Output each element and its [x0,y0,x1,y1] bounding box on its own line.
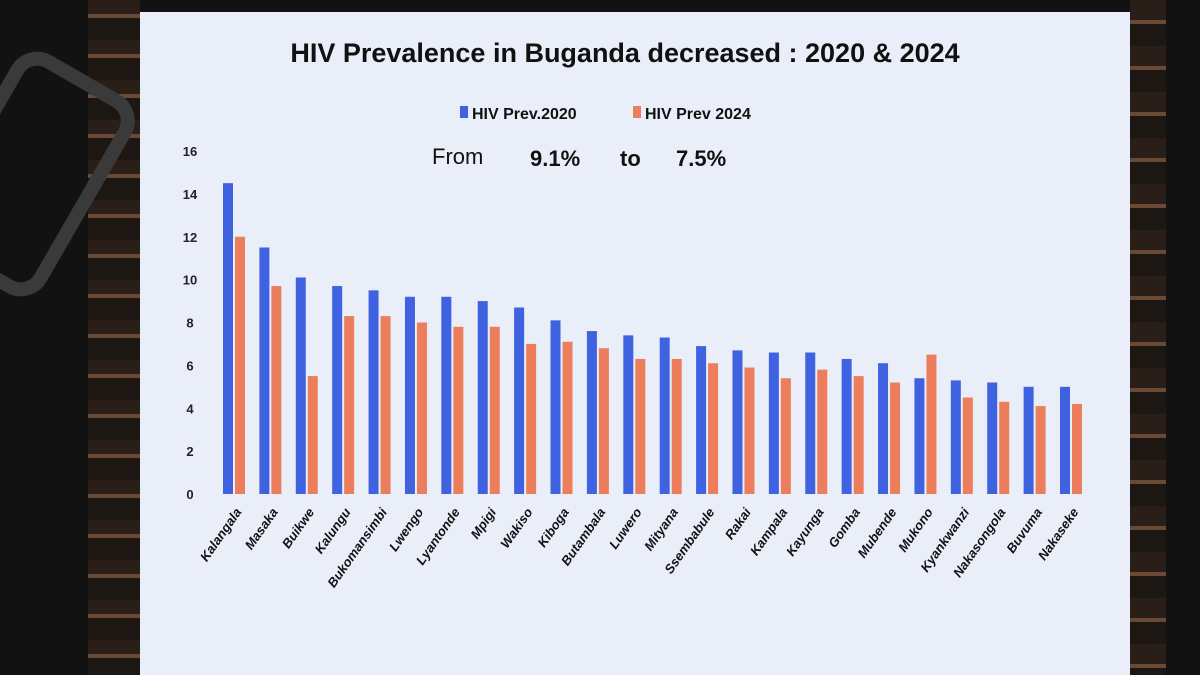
bar-2024-nakasongola [999,401,1010,494]
x-tick-label: Gomba [825,505,863,550]
decorative-border-left [88,0,140,675]
bar-2020-lwengo [404,296,415,494]
bar-2020-rakai [732,350,743,494]
bar-2024-gomba [853,376,864,494]
bar-2024-lwengo [416,322,427,494]
x-tick-label: Rakai [722,505,754,542]
bar-2024-buikwe [307,376,318,494]
bar-2020-gomba [841,358,852,494]
bar-2024-kiboga [562,341,573,494]
legend-swatch-2024 [633,106,641,118]
bar-2024-bukomansimbi [380,316,391,494]
subtitle-prefix: From [432,144,483,169]
subtitle-from-value: 9.1% [530,146,580,171]
bar-2024-ssembabule [708,363,719,494]
bar-2020-kayunga [805,352,816,494]
bar-2024-mukono [926,354,937,494]
bar-2024-butambala [598,348,609,494]
bar-2020-luwero [623,335,634,494]
y-tick-label: 0 [186,487,193,502]
x-tick-label: Mpigi [467,505,499,542]
bar-2020-nakaseke [1060,386,1070,494]
bar-2020-mubende [878,363,889,494]
bar-2020-mpigi [477,301,488,494]
bar-2024-buvuma [1035,406,1046,494]
legend: HIV Prev.2020 HIV Prev 2024 [460,106,751,123]
y-tick-label: 8 [186,316,193,331]
chart-title: HIV Prevalence in Buganda decreased : 20… [290,38,959,68]
x-tick-label: Wakiso [497,505,535,551]
bar-2020-butambala [586,331,597,494]
y-tick-label: 6 [186,358,193,373]
bar-2024-kayunga [817,369,828,494]
bar-2024-luwero [635,358,646,494]
y-axis: 0 2 4 6 8 10 12 14 16 [183,144,198,502]
bar-2020-kampala [768,352,779,494]
bar-2020-kyankwanzi [950,380,961,494]
bar-2024-lyantonde [453,326,464,494]
bar-2024-kyankwanzi [962,397,973,494]
legend-swatch-2020 [460,106,468,118]
bar-2024-masaka [271,286,282,494]
x-tick-label: Kalangala [197,505,245,564]
bar-2024-nakaseke [1072,403,1082,494]
bar-2020-kalangala [223,183,233,494]
y-tick-label: 10 [183,273,197,288]
y-tick-label: 2 [186,444,193,459]
decorative-border-right [1130,0,1166,675]
y-tick-label: 4 [186,401,194,416]
bar-2024-rakai [744,367,755,494]
bar-2020-kiboga [550,320,561,494]
bar-2024-kalangala [235,236,245,494]
x-tick-label: Masaka [242,505,281,552]
bar-2020-wakiso [514,307,525,494]
legend-label-2020: HIV Prev.2020 [472,106,577,123]
bar-2020-buikwe [295,277,306,494]
bar-2024-wakiso [526,343,537,494]
bar-2024-kalungu [344,316,355,494]
bar-2020-lyantonde [441,296,452,494]
subtitle-to-value: 7.5% [676,146,726,171]
bar-2024-mityana [671,358,682,494]
subtitle-mid: to [620,146,641,171]
x-tick-label: Buikwe [279,505,317,551]
y-tick-label: 12 [183,230,197,245]
bar-2024-mpigi [489,326,500,494]
bar-2020-masaka [259,247,270,494]
bar-2020-bukomansimbi [368,290,379,494]
bar-2020-buvuma [1023,386,1034,494]
y-tick-label: 14 [183,187,198,202]
bar-2024-mubende [890,382,901,494]
x-tick-label: Luwero [606,505,645,552]
bar-2020-mityana [659,337,670,494]
bar-2024-kampala [780,378,791,494]
legend-label-2024: HIV Prev 2024 [645,106,751,123]
subtitle: From 9.1% to 7.5% [432,144,726,171]
bar-2020-mukono [914,378,925,494]
bar-2020-kalungu [332,286,343,494]
x-axis: KalangalaMasakaBuikweKalunguBukomansimbi… [197,505,1082,590]
bars [223,183,1082,494]
bar-2020-nakasongola [987,382,998,494]
y-tick-label: 16 [183,144,197,159]
x-tick-label: Mityana [641,505,681,553]
bar-2020-ssembabule [696,346,707,494]
x-tick-label: Kiboga [534,505,572,550]
